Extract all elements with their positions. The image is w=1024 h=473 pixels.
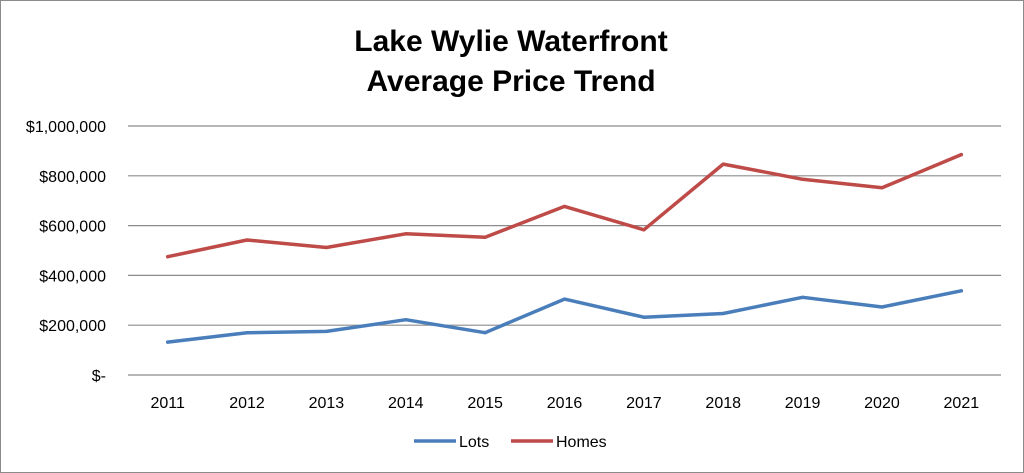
x-tick-label: 2017 [626,395,662,412]
x-tick-label: 2020 [864,395,900,412]
data-point [642,315,646,319]
data-point [721,162,725,166]
y-tick-label: $800,000 [39,169,106,186]
data-point [880,305,884,309]
x-tick-label: 2015 [467,395,503,412]
data-point [880,186,884,190]
legend-label-homes: Homes [556,434,607,451]
data-point [324,245,329,250]
x-tick-label: 2021 [944,395,980,412]
x-tick-label: 2018 [705,395,741,412]
y-tick-label: $1,000,000 [26,119,106,136]
y-tick-label: $200,000 [39,318,106,335]
x-axis-tick-labels: 2011 2012 2013 2014 2015 2016 2017 2018 2019 2020… [150,395,979,412]
x-tick-label: 2011 [150,395,185,412]
data-point [404,232,408,236]
series-lines [165,152,964,344]
chart-title-line-2: Average Price Trend [366,65,655,98]
data-point [562,297,567,301]
data-point [324,329,329,334]
data-point [166,255,170,259]
data-point [721,311,725,316]
x-tick-label: 2013 [309,395,345,412]
data-point [959,289,963,293]
y-tick-label: $400,000 [39,268,106,285]
y-tick-label: $600,000 [39,219,106,236]
x-tick-label: 2016 [547,395,583,412]
data-point [166,340,170,344]
y-gridlines [128,125,1001,376]
chart-title-line-1: Lake Wylie Waterfront [354,25,667,58]
legend: Lots Homes [414,434,607,451]
x-tick-label: 2019 [785,395,821,412]
data-point [404,318,408,322]
data-point [642,228,646,232]
data-point [245,238,249,242]
data-point [800,295,805,299]
data-point [959,153,963,157]
y-axis-tick-labels: $- $200,000 $400,000 $600,000 $800,000 $1,000… [26,119,106,385]
y-tick-label: $- [92,368,106,385]
data-point [800,177,805,181]
data-point [562,204,567,209]
x-tick-label: 2014 [388,395,424,412]
data-point [483,331,487,335]
legend-label-lots: Lots [459,434,489,451]
data-point [245,331,249,335]
data-point [483,235,487,239]
x-tick-label: 2012 [229,395,265,412]
